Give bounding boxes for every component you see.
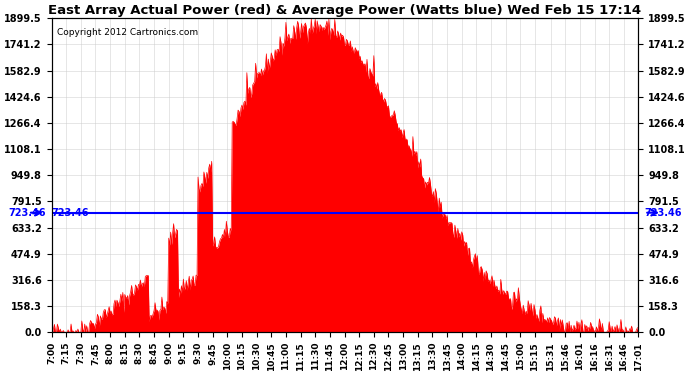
Text: 723.46: 723.46 — [644, 208, 682, 218]
Title: East Array Actual Power (red) & Average Power (Watts blue) Wed Feb 15 17:14: East Array Actual Power (red) & Average … — [48, 4, 642, 17]
Text: 723.46: 723.46 — [52, 208, 89, 218]
Text: 723.46: 723.46 — [8, 208, 46, 218]
Text: Copyright 2012 Cartronics.com: Copyright 2012 Cartronics.com — [57, 28, 199, 37]
